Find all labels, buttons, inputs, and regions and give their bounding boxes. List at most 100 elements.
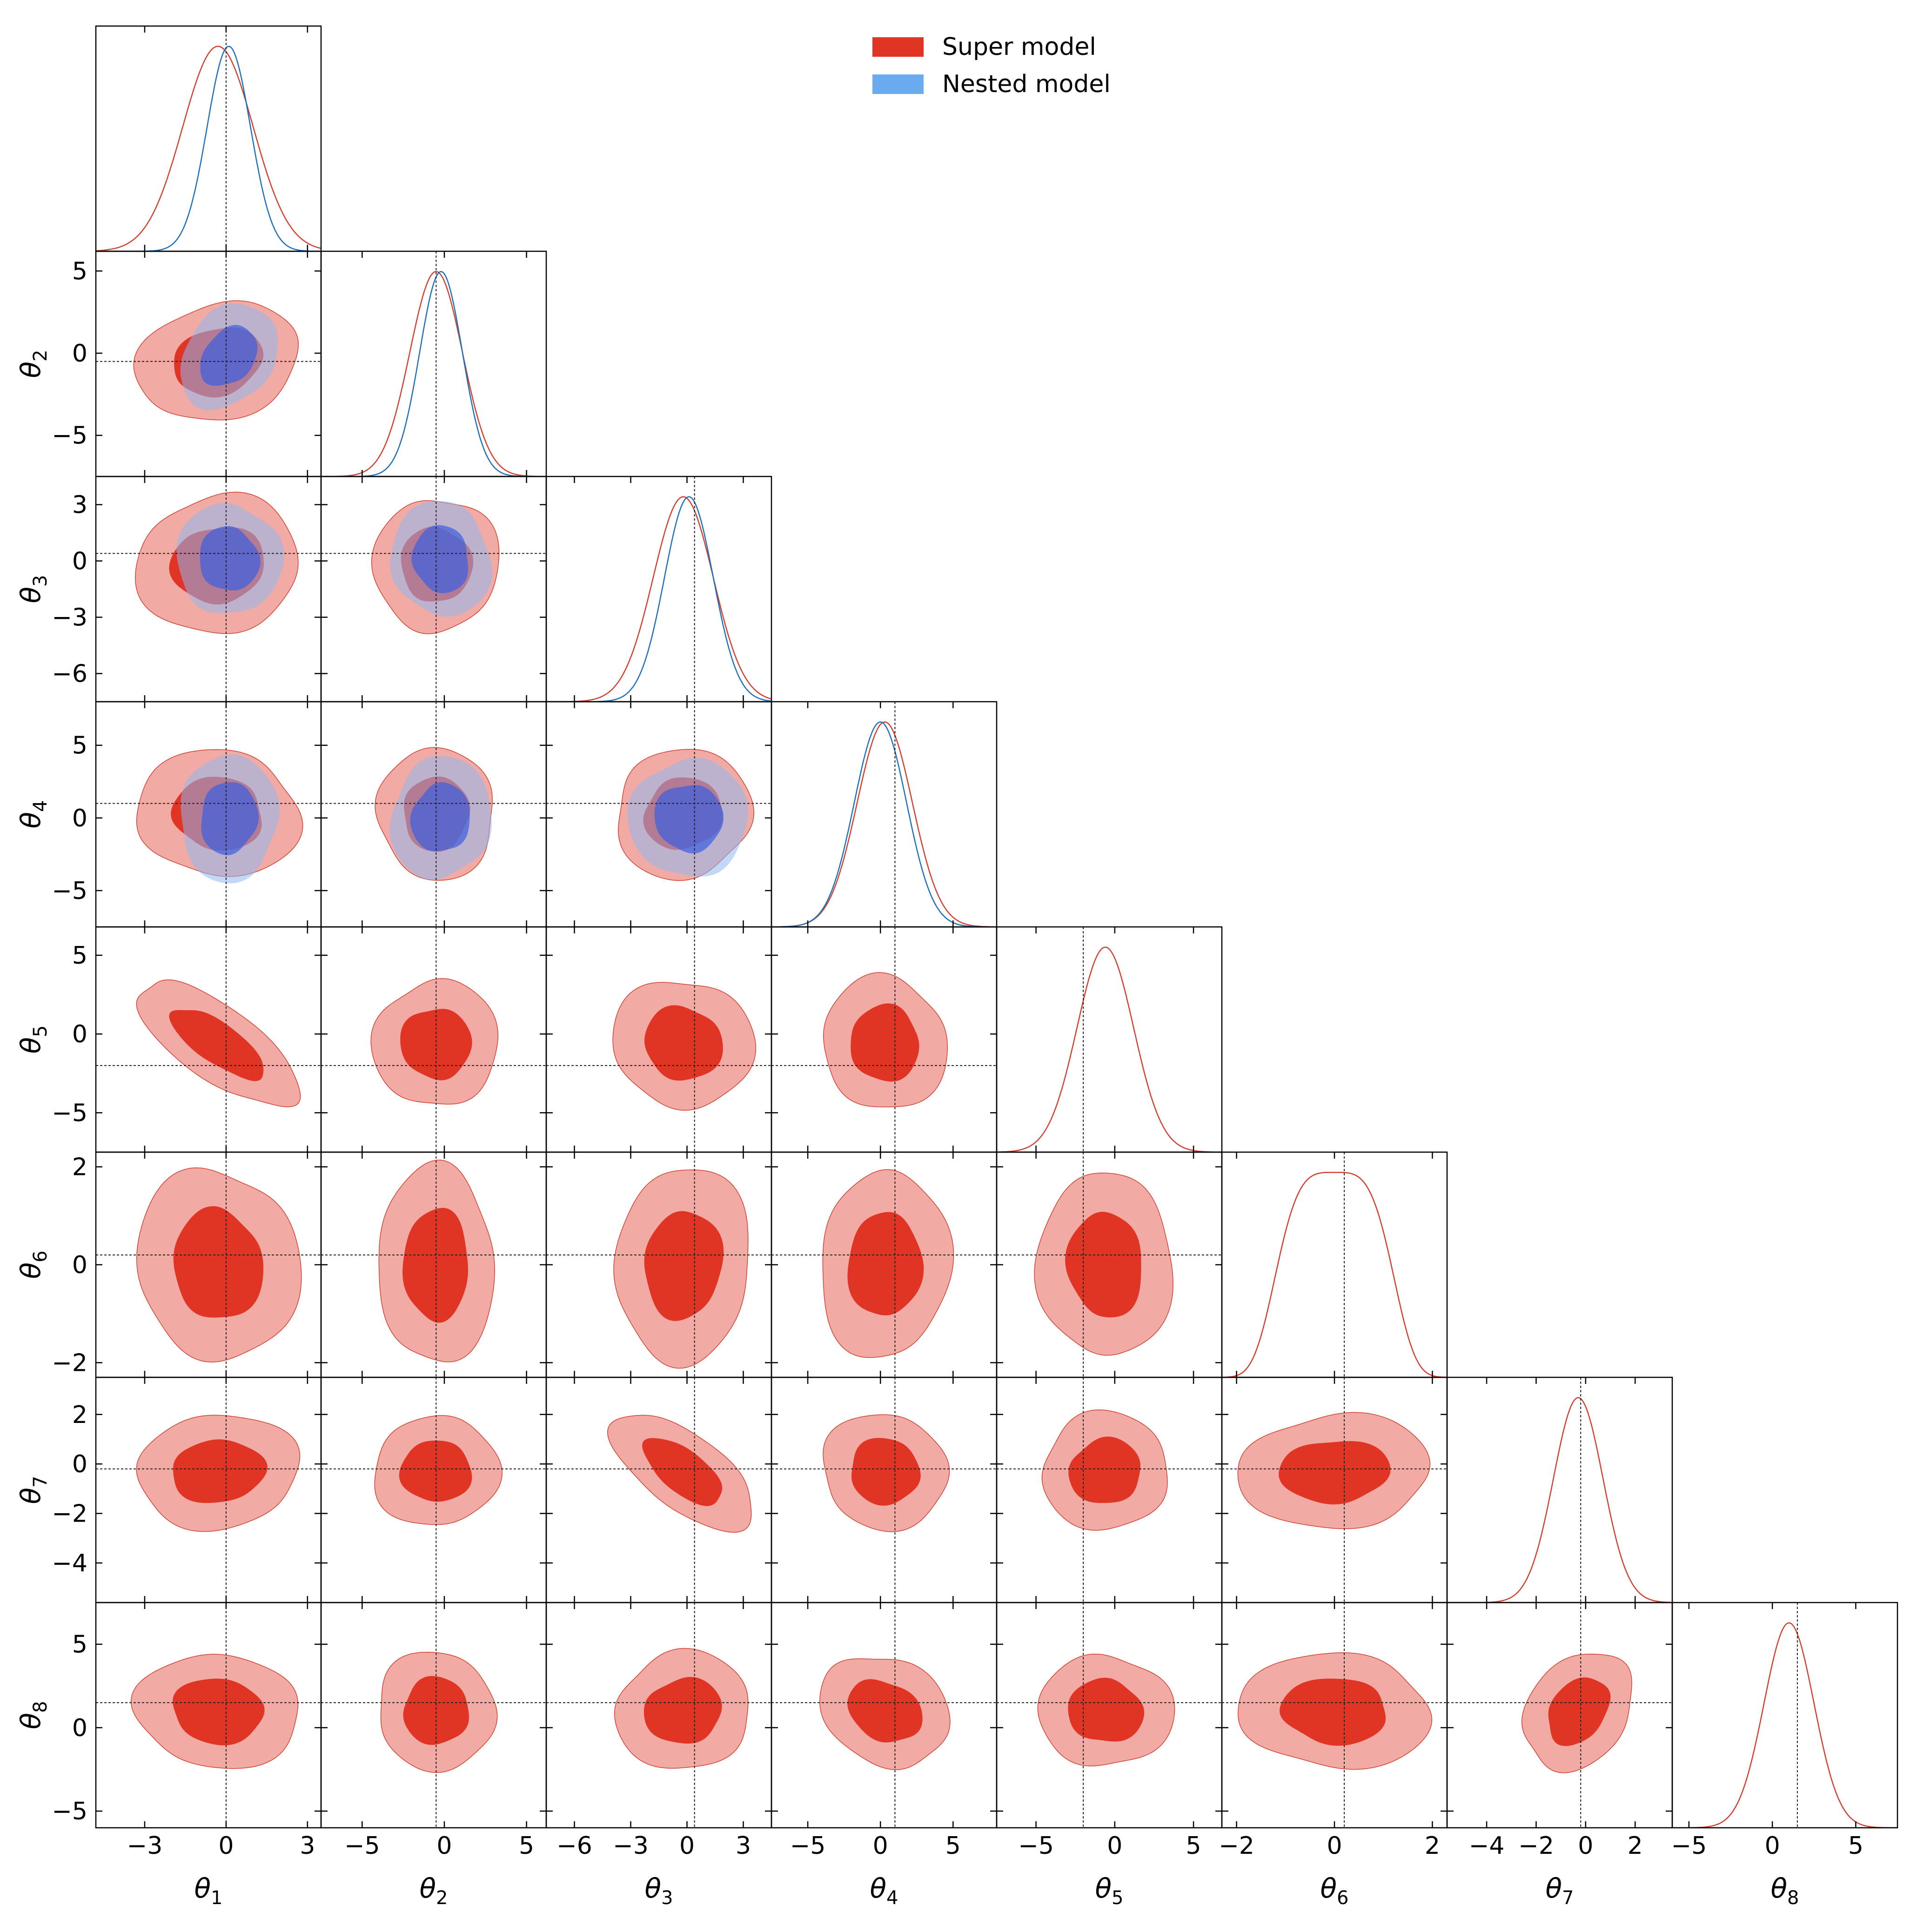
super-marginal-curve-5 bbox=[997, 946, 1222, 1152]
x-tick-label: −5 bbox=[790, 1832, 826, 1860]
nested-marginal-curve-2 bbox=[321, 271, 546, 476]
super-contour-68-2-7 bbox=[399, 1440, 472, 1502]
super-marginal-curve-2 bbox=[321, 271, 546, 476]
y-tick-label: 2 bbox=[72, 1401, 87, 1429]
x-axis-label-3: θ3 bbox=[645, 1872, 673, 1909]
marginal-6 bbox=[1221, 1151, 1448, 1378]
super-contour-68-3-8 bbox=[643, 1677, 722, 1744]
y-tick-label: 2 bbox=[72, 1154, 87, 1181]
panel-frame bbox=[95, 25, 322, 252]
y-tick-label: −2 bbox=[52, 1500, 87, 1528]
super-contour-68-1-6 bbox=[173, 1206, 264, 1318]
super-contour-68-4-7 bbox=[851, 1438, 921, 1506]
panel-frame bbox=[1221, 1151, 1448, 1378]
y-axis-label-5: θ5 bbox=[15, 1026, 51, 1054]
marginal-3 bbox=[545, 476, 772, 703]
y-tick-label: 3 bbox=[72, 491, 87, 519]
x-tick-label: 0 bbox=[873, 1832, 888, 1860]
x-axis-label-8: θ8 bbox=[1771, 1872, 1799, 1909]
panel-5-6 bbox=[996, 1151, 1223, 1378]
y-tick-label: 5 bbox=[72, 942, 87, 970]
super-marginal-curve-6 bbox=[1222, 1172, 1447, 1377]
panel-7-8 bbox=[1446, 1602, 1673, 1829]
super-contour-68-1-8 bbox=[173, 1678, 265, 1745]
panel-4-8 bbox=[771, 1602, 998, 1829]
x-axis-label-4: θ4 bbox=[870, 1872, 898, 1909]
x-tick-label: 5 bbox=[1186, 1832, 1201, 1860]
marginal-1 bbox=[95, 25, 322, 252]
legend-swatch-2 bbox=[872, 74, 924, 94]
panel-4-7 bbox=[771, 1376, 998, 1603]
super-contour-68-5-7 bbox=[1068, 1436, 1140, 1503]
panel-2-6 bbox=[320, 1151, 547, 1378]
super-marginal-curve-7 bbox=[1447, 1397, 1672, 1603]
panel-1-4 bbox=[95, 701, 322, 928]
y-tick-label: 0 bbox=[72, 548, 87, 576]
ticks bbox=[96, 26, 1857, 1828]
x-tick-label: −5 bbox=[344, 1832, 380, 1860]
y-tick-label: −5 bbox=[52, 877, 87, 905]
marginal-8 bbox=[1671, 1602, 1898, 1829]
y-tick-label: 0 bbox=[72, 805, 87, 832]
y-tick-label: −6 bbox=[52, 660, 87, 688]
panel-5-7 bbox=[996, 1376, 1223, 1603]
nested-contour-68-1-2 bbox=[200, 325, 258, 386]
y-axis-label-6: θ6 bbox=[15, 1251, 51, 1279]
panel-2-7 bbox=[320, 1376, 547, 1603]
panel-1-5 bbox=[95, 926, 322, 1153]
panel-3-4 bbox=[545, 701, 772, 928]
y-axis-label-4: θ4 bbox=[15, 800, 51, 829]
super-contour-68-5-8 bbox=[1068, 1677, 1145, 1742]
panel-frame bbox=[1671, 1602, 1898, 1829]
x-tick-label: −2 bbox=[1518, 1832, 1554, 1860]
super-contour-68-4-6 bbox=[847, 1212, 924, 1315]
panel-frame bbox=[996, 926, 1223, 1153]
x-tick-label: 3 bbox=[300, 1832, 315, 1860]
panel-frame bbox=[1446, 1376, 1673, 1603]
super-contour-68-4-5 bbox=[851, 1003, 919, 1082]
panel-3-8 bbox=[545, 1602, 772, 1829]
nested-marginal-curve-3 bbox=[546, 496, 771, 702]
nested-contour-68-2-3 bbox=[411, 525, 469, 593]
marginal-5 bbox=[996, 926, 1223, 1153]
y-tick-label: 0 bbox=[72, 1251, 87, 1279]
y-tick-label: −5 bbox=[52, 1099, 87, 1127]
panel-frame bbox=[545, 476, 772, 703]
y-tick-label: 0 bbox=[72, 1020, 87, 1048]
super-contour-68-3-5 bbox=[644, 1005, 723, 1081]
super-contour-68-6-8 bbox=[1280, 1678, 1386, 1746]
panel-6-8 bbox=[1221, 1602, 1448, 1829]
marginal-2 bbox=[320, 250, 547, 477]
panel-2-8 bbox=[320, 1602, 547, 1829]
super-marginal-curve-4 bbox=[771, 721, 997, 927]
x-axis-label-7: θ7 bbox=[1546, 1872, 1574, 1909]
y-tick-label: −2 bbox=[52, 1349, 87, 1377]
x-tick-label: −4 bbox=[1469, 1832, 1505, 1860]
marginal-4 bbox=[771, 701, 998, 928]
x-tick-label: −3 bbox=[613, 1832, 649, 1860]
panel-3-5 bbox=[545, 926, 772, 1153]
super-marginal-curve-8 bbox=[1672, 1622, 1897, 1828]
y-tick-label: 5 bbox=[72, 257, 87, 285]
x-tick-label: −2 bbox=[1219, 1832, 1254, 1860]
y-tick-label: 5 bbox=[72, 1631, 87, 1659]
nested-contour-68-1-3 bbox=[200, 526, 261, 590]
x-tick-label: −6 bbox=[556, 1832, 592, 1860]
x-tick-label: 0 bbox=[436, 1832, 452, 1860]
legend-label-1: Super model bbox=[942, 33, 1096, 61]
x-axis-label-1: θ1 bbox=[194, 1872, 223, 1909]
y-tick-label: −4 bbox=[52, 1550, 87, 1577]
super-contour-68-1-5 bbox=[169, 1010, 264, 1081]
panel-1-2 bbox=[95, 250, 322, 477]
super-contour-68-1-7 bbox=[173, 1439, 268, 1503]
y-tick-label: −5 bbox=[52, 1798, 87, 1825]
super-contour-68-3-6 bbox=[644, 1211, 724, 1321]
x-tick-label: −5 bbox=[1018, 1832, 1054, 1860]
panel-2-4 bbox=[320, 701, 547, 928]
x-tick-label: 2 bbox=[1425, 1832, 1440, 1860]
legend-label-2: Nested model bbox=[942, 70, 1111, 98]
super-contour-68-7-8 bbox=[1548, 1677, 1611, 1746]
x-tick-label: −3 bbox=[127, 1832, 163, 1860]
panel-frame bbox=[771, 701, 998, 928]
